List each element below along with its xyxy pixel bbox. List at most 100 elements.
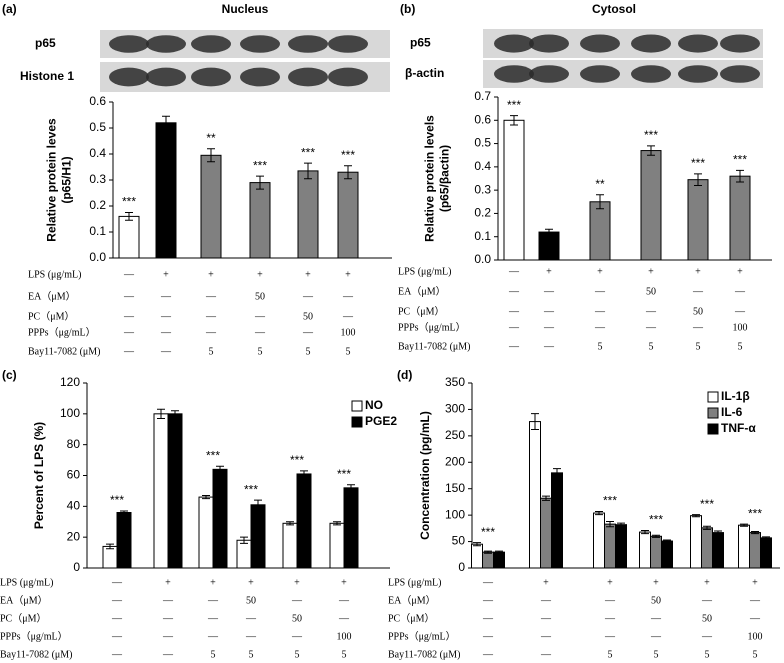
y-tick-label: 0.4 (89, 146, 106, 160)
bar (529, 421, 541, 569)
treatment-cell: — (749, 613, 761, 624)
treatment-cell: — (254, 327, 266, 338)
treatment-cell: — (482, 577, 494, 588)
panel-title: Nucleus (222, 2, 269, 16)
treatment-label: PC（μM） (388, 612, 434, 624)
significance-label: *** (691, 156, 705, 170)
bar (167, 413, 183, 569)
y-tick-label: 0.4 (474, 159, 491, 173)
treatment-cell: — (543, 306, 555, 317)
panel-label: (d) (397, 368, 412, 382)
treatment-cell: + (248, 577, 254, 588)
error-bar (663, 539, 671, 543)
treatment-cell: + (305, 269, 311, 280)
blot-band (328, 67, 368, 87)
significance-label: *** (337, 467, 351, 481)
blot-band (580, 34, 620, 53)
significance-label: *** (110, 493, 124, 507)
treatment-cell: — (543, 341, 555, 352)
treatment-label: LPS (μg/mL) (0, 577, 53, 588)
panel-title: Cytosol (592, 2, 636, 16)
bar (540, 497, 552, 569)
significance-label: *** (649, 513, 663, 527)
treatment-cell: — (207, 613, 219, 624)
legend-label: TNF-α (721, 421, 756, 435)
treatment-cell: — (692, 322, 704, 333)
treatment-cell: — (540, 613, 552, 624)
y-tick-label: 0.5 (89, 120, 106, 134)
treatment-cell: 5 (608, 649, 613, 660)
y-tick-label: 150 (445, 481, 465, 495)
treatment-cell: — (254, 311, 266, 322)
error-bar (703, 525, 711, 530)
panel-label: (b) (400, 2, 415, 16)
bar (593, 512, 605, 569)
panel-label: (c) (2, 368, 17, 382)
treatment-cell: — (594, 306, 606, 317)
error-bar (202, 495, 210, 500)
treatment-cell: 100 (341, 327, 356, 338)
treatment-cell: 50 (693, 306, 703, 317)
treatment-cell: — (123, 327, 135, 338)
error-bar (762, 536, 770, 540)
treatment-cell: — (123, 311, 135, 322)
blot-band (109, 35, 149, 53)
treatment-label: LPS (μg/mL) (388, 577, 441, 588)
treatment-cell: — (160, 291, 172, 302)
blot-band (494, 34, 534, 53)
blot-band (328, 35, 368, 53)
significance-label: *** (244, 482, 258, 496)
blot-band (494, 65, 534, 83)
bar (249, 182, 271, 259)
error-bar (300, 470, 308, 478)
treatment-cell: — (650, 631, 662, 642)
bar (503, 119, 525, 261)
treatment-cell: + (546, 266, 552, 277)
treatment-cell: + (695, 266, 701, 277)
treatment-label: LPS (μg/mL) (28, 269, 81, 280)
y-tick-label: 0.6 (474, 112, 491, 126)
treatment-cell: — (482, 649, 494, 660)
treatment-cell: — (645, 322, 657, 333)
treatment-cell: — (594, 286, 606, 297)
treatment-cell: — (342, 311, 354, 322)
treatment-cell: + (648, 266, 654, 277)
legend-label: PGE2 (365, 414, 397, 428)
treatment-cell: + (210, 577, 216, 588)
treatment-cell: — (508, 286, 520, 297)
y-tick-label: 0.6 (89, 94, 106, 108)
bar (200, 154, 222, 259)
treatment-cell: — (160, 327, 172, 338)
treatment-cell: + (597, 266, 603, 277)
treatment-cell: 5 (598, 341, 603, 352)
y-axis-label: Percent of LPS (%) (32, 422, 46, 529)
treatment-cell: — (245, 631, 257, 642)
treatment-cell: 5 (342, 649, 347, 660)
treatment-cell: 5 (295, 649, 300, 660)
treatment-cell: — (734, 306, 746, 317)
treatment-label: PC（μM） (28, 310, 74, 322)
treatment-cell: — (160, 346, 172, 357)
error-bar (740, 523, 748, 527)
error-bar (736, 169, 744, 183)
blot-band (580, 65, 620, 83)
treatment-cell: — (111, 649, 123, 660)
bar (760, 537, 772, 569)
treatment-label: Bay11-7082 (μM) (388, 649, 460, 660)
treatment-cell: + (704, 577, 710, 588)
treatment-cell: — (508, 341, 520, 352)
error-bar (333, 521, 341, 526)
significance-label: *** (481, 525, 495, 539)
y-tick-label: 20 (67, 529, 81, 543)
bar (615, 524, 627, 569)
error-bar (473, 542, 481, 547)
error-bar (495, 550, 503, 554)
bar (687, 179, 709, 261)
error-bar (216, 465, 224, 473)
treatment-cell: — (207, 595, 219, 606)
significance-label: *** (700, 497, 714, 511)
error-bar (286, 521, 294, 526)
treatment-label: EA（μM） (388, 594, 436, 606)
bar (538, 231, 560, 261)
treatment-cell: + (208, 269, 214, 280)
